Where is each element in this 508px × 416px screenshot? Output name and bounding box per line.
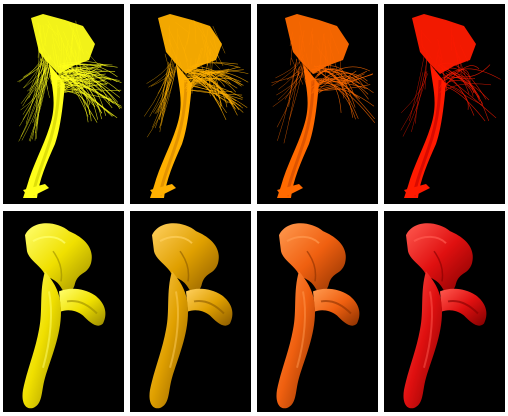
fiber-tract-rendering: [400, 14, 501, 198]
fiber-tract-panel-red: [384, 4, 505, 204]
fiber-tract-rendering: [271, 14, 376, 198]
surface-panel-yellow: [3, 211, 124, 412]
surface-panel-amber: [130, 211, 251, 412]
surface-rendering: [22, 223, 106, 409]
fiber-tract-rendering: [17, 14, 122, 198]
surface-panel-red: [384, 211, 505, 412]
fiber-tract-rendering: [143, 14, 249, 198]
fiber-tract-panel-yellow: [3, 4, 124, 204]
surface-rendering: [276, 223, 360, 409]
surface-panel-orange: [257, 211, 378, 412]
fiber-tract-panel-amber: [130, 4, 251, 204]
fiber-tract-panel-orange: [257, 4, 378, 204]
surface-rendering: [403, 223, 487, 409]
surface-rendering: [149, 223, 233, 409]
